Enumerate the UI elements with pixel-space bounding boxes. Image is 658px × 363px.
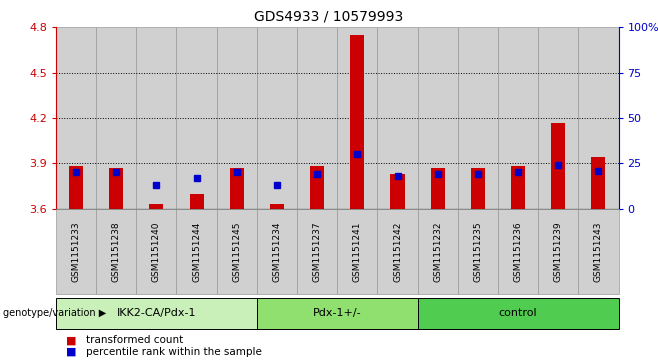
- Bar: [378, 27, 418, 209]
- Text: GSM1151238: GSM1151238: [112, 221, 120, 282]
- Bar: [430, 168, 445, 209]
- Text: transformed count: transformed count: [86, 335, 183, 346]
- Bar: [338, 27, 378, 209]
- Text: control: control: [499, 308, 538, 318]
- Bar: [498, 27, 538, 209]
- Text: GSM1151245: GSM1151245: [232, 221, 241, 282]
- Text: GSM1151235: GSM1151235: [473, 221, 482, 282]
- Text: GSM1151239: GSM1151239: [554, 221, 563, 282]
- Text: genotype/variation ▶: genotype/variation ▶: [3, 308, 107, 318]
- Bar: [136, 27, 176, 209]
- Bar: [270, 204, 284, 209]
- Bar: [56, 27, 96, 209]
- Bar: [297, 27, 337, 209]
- Bar: [418, 27, 458, 209]
- Text: Pdx-1+/-: Pdx-1+/-: [313, 308, 361, 318]
- Text: GSM1151234: GSM1151234: [272, 221, 282, 282]
- Bar: [109, 168, 123, 209]
- Bar: [149, 204, 163, 209]
- Bar: [551, 122, 565, 209]
- Text: GSM1151243: GSM1151243: [594, 221, 603, 282]
- Text: GSM1151244: GSM1151244: [192, 221, 201, 282]
- Text: ■: ■: [66, 335, 76, 346]
- Bar: [471, 168, 485, 209]
- Bar: [578, 27, 619, 209]
- Bar: [390, 174, 405, 209]
- Bar: [511, 166, 525, 209]
- Bar: [310, 166, 324, 209]
- Text: GSM1151242: GSM1151242: [393, 221, 402, 282]
- Bar: [538, 27, 578, 209]
- Bar: [230, 168, 244, 209]
- Text: GSM1151237: GSM1151237: [313, 221, 322, 282]
- Bar: [257, 27, 297, 209]
- Text: ■: ■: [66, 347, 76, 357]
- Text: GSM1151241: GSM1151241: [353, 221, 362, 282]
- Bar: [190, 193, 203, 209]
- Bar: [458, 27, 498, 209]
- Bar: [350, 35, 365, 209]
- Text: IKK2-CA/Pdx-1: IKK2-CA/Pdx-1: [116, 308, 196, 318]
- Bar: [96, 27, 136, 209]
- Text: percentile rank within the sample: percentile rank within the sample: [86, 347, 261, 357]
- Bar: [216, 27, 257, 209]
- Text: GSM1151240: GSM1151240: [152, 221, 161, 282]
- Text: GDS4933 / 10579993: GDS4933 / 10579993: [255, 9, 403, 23]
- Text: GSM1151232: GSM1151232: [433, 221, 442, 282]
- Bar: [592, 157, 605, 209]
- Bar: [176, 27, 216, 209]
- Bar: [69, 166, 83, 209]
- Text: GSM1151236: GSM1151236: [513, 221, 522, 282]
- Text: GSM1151233: GSM1151233: [72, 221, 80, 282]
